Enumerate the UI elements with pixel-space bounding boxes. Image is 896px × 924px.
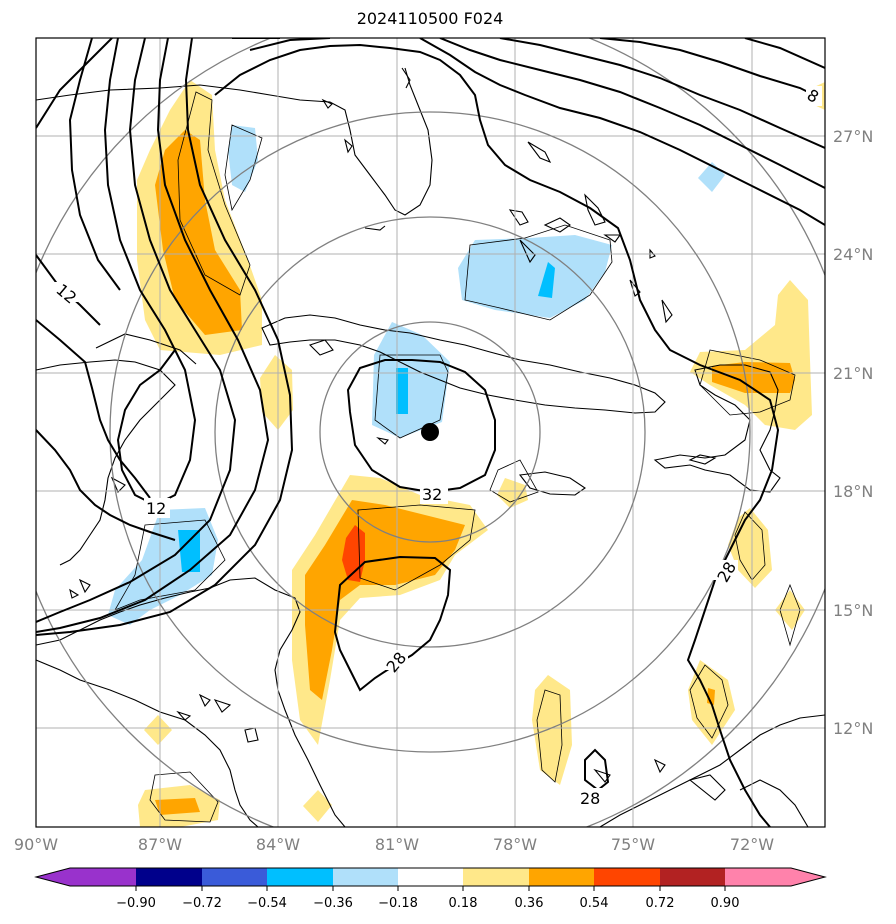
colorbar-extend-low <box>36 868 70 886</box>
colorbar-tick-label: 0.90 <box>711 896 740 911</box>
colorbar-bin <box>202 868 267 886</box>
colorbar-tick-label: 0.36 <box>515 896 544 911</box>
map-plot-area: 12 12 8 32 28 28 28 <box>36 38 825 827</box>
positive-anomaly-small-2 <box>497 478 528 508</box>
map-frame <box>35 37 826 828</box>
negative-anomaly-cuba-core <box>396 368 408 414</box>
contour-label-12-south: 12 <box>146 499 166 518</box>
lon-tick-label: 81°W <box>375 835 419 854</box>
colorbar-bin <box>333 868 398 886</box>
lon-tick-label: 78°W <box>493 835 537 854</box>
colorbar-bin <box>529 868 594 886</box>
lat-tick-label: 27°N <box>833 127 873 146</box>
lon-tick-label: 72°W <box>730 835 774 854</box>
colorbar-bin <box>725 868 791 886</box>
lat-tick-label: 12°N <box>833 719 873 738</box>
colorbar-bin <box>660 868 725 886</box>
range-rings <box>36 38 825 827</box>
negative-anomaly-gulf <box>228 125 258 192</box>
colorbar-bin <box>267 868 333 886</box>
lat-tick-label: 24°N <box>833 245 873 264</box>
positive-anomaly-east-core <box>712 362 795 393</box>
colorbar-tick-label: 0.54 <box>580 896 609 911</box>
colorbar-bin <box>136 868 202 886</box>
colorbar-tick-label: −0.18 <box>378 896 418 911</box>
lat-tick-label: 21°N <box>833 364 873 383</box>
positive-anomaly-sw-1-core <box>155 798 200 815</box>
contour-labels: 12 12 8 32 28 28 28 <box>52 85 822 808</box>
lon-tick-label: 87°W <box>138 835 182 854</box>
colorbar-tick-label: −0.54 <box>247 896 287 911</box>
gridlines <box>36 38 825 827</box>
colorbar-tick-label: 0.18 <box>449 896 478 911</box>
contour-label-32: 32 <box>422 485 442 504</box>
storm-center-marker <box>421 423 439 441</box>
negative-anomaly-cuba <box>372 322 450 438</box>
colorbar-bin <box>398 868 463 886</box>
colorbar-bin <box>70 868 136 886</box>
positive-anomaly-se-1 <box>728 508 772 588</box>
thick-contours <box>36 38 825 827</box>
contour-label-28-south: 28 <box>580 789 600 808</box>
lat-tick-label: 18°N <box>833 482 873 501</box>
longitude-axis: 90°W 87°W 84°W 81°W 78°W 75°W 72°W <box>14 835 774 854</box>
colorbar-tick-label: −0.72 <box>182 896 222 911</box>
lon-tick-label: 90°W <box>14 835 58 854</box>
colorbar: −0.90 −0.72 −0.54 −0.36 −0.18 0.18 0.36 … <box>34 867 827 911</box>
lat-tick-label: 15°N <box>833 601 873 620</box>
colorbar-bin <box>463 868 529 886</box>
colorbar-tick-label: −0.36 <box>313 896 353 911</box>
positive-anomaly-sw-2 <box>144 715 172 745</box>
negative-anomaly-bahamas-core <box>538 262 555 298</box>
colorbar-tick-label: 0.72 <box>646 896 675 911</box>
colorbar-tick-label: −0.90 <box>116 896 156 911</box>
lon-tick-label: 84°W <box>256 835 300 854</box>
negative-anomaly-bahamas <box>458 235 612 318</box>
colorbar-bin <box>594 868 660 886</box>
colorbar-extend-high <box>791 868 825 886</box>
lon-tick-label: 75°W <box>611 835 655 854</box>
latitude-axis: 27°N 24°N 21°N 18°N 15°N 12°N <box>833 127 873 738</box>
negative-anomaly-honduras-core <box>178 530 200 572</box>
colorbar-outline <box>34 867 827 887</box>
map-title: 2024110500 F024 <box>356 9 504 28</box>
positive-anomaly-sw-3 <box>303 790 332 822</box>
